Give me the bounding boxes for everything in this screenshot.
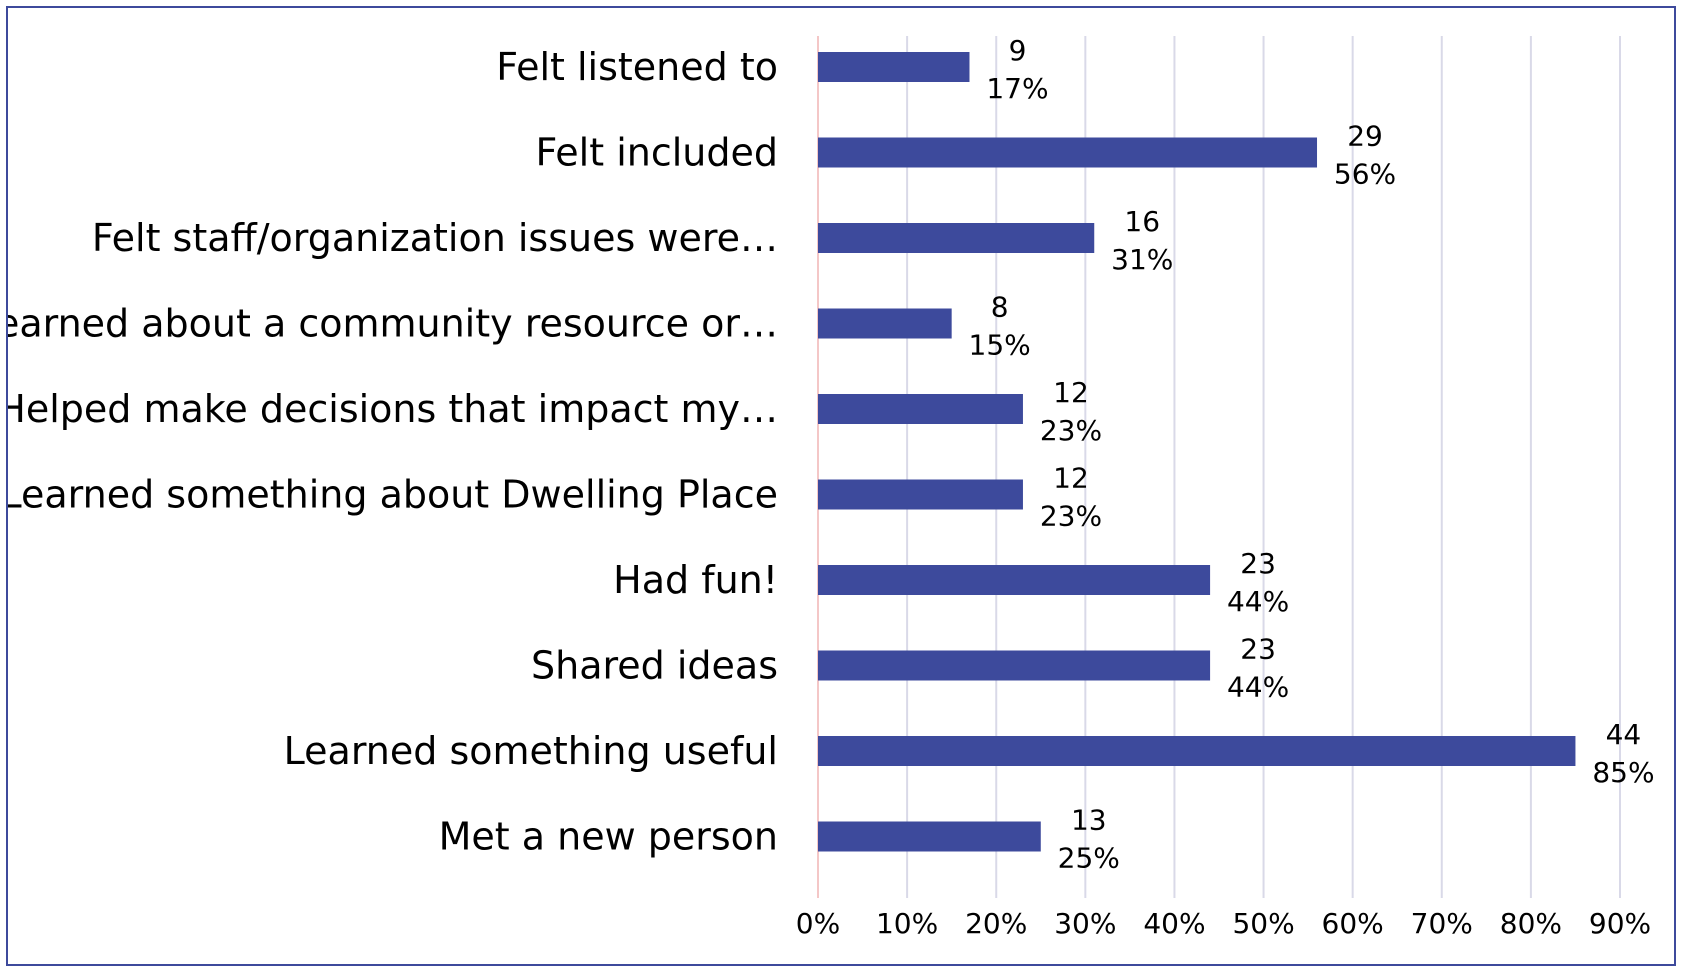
x-tick-label: 0% bbox=[796, 907, 840, 940]
count-label: 12 bbox=[1053, 462, 1089, 495]
category-label: Learned something about Dwelling Place bbox=[8, 473, 778, 517]
percent-label: 15% bbox=[969, 329, 1031, 362]
percent-label: 23% bbox=[1040, 500, 1102, 533]
bar bbox=[818, 394, 1023, 424]
count-label: 29 bbox=[1347, 120, 1383, 153]
x-tick-label: 90% bbox=[1589, 907, 1651, 940]
count-label: 16 bbox=[1124, 205, 1160, 238]
count-label: 23 bbox=[1240, 633, 1276, 666]
category-label: Felt included bbox=[536, 131, 779, 175]
bar bbox=[818, 52, 970, 82]
count-label: 12 bbox=[1053, 376, 1089, 409]
bar bbox=[818, 308, 952, 339]
bar bbox=[818, 223, 1095, 253]
x-axis-tick-labels: 0% 10% 20% 30% 40% 50% 60% 70% 80% 90% bbox=[796, 907, 1651, 940]
count-label: 44 bbox=[1606, 718, 1642, 751]
category-labels: Felt listened to Felt included Felt staff/… bbox=[8, 45, 778, 859]
x-tick-label: 80% bbox=[1500, 907, 1562, 940]
gridlines bbox=[817, 36, 1621, 898]
category-label: Felt listened to bbox=[496, 45, 778, 89]
bar bbox=[818, 650, 1211, 681]
data-labels: 9 17% 29 56% 16 31% 8 15% 12 23% 12 23% 23 44% 23 44% 44… bbox=[969, 34, 1655, 875]
count-label: 13 bbox=[1071, 804, 1107, 837]
percent-label: 85% bbox=[1592, 756, 1654, 789]
category-label: Helped make decisions that impact my… bbox=[8, 387, 778, 431]
category-label: Learned something useful bbox=[284, 729, 778, 773]
category-label: Shared ideas bbox=[531, 644, 778, 688]
category-label: Felt staff/organization issues were… bbox=[92, 216, 778, 260]
category-label: Met a new person bbox=[439, 815, 778, 859]
bar bbox=[818, 137, 1318, 168]
count-label: 9 bbox=[1009, 34, 1027, 67]
percent-label: 44% bbox=[1227, 671, 1289, 704]
bar bbox=[818, 565, 1211, 595]
x-tick-label: 10% bbox=[876, 907, 938, 940]
count-label: 23 bbox=[1240, 547, 1276, 580]
bar bbox=[818, 821, 1041, 852]
x-tick-label: 30% bbox=[1054, 907, 1116, 940]
percent-label: 23% bbox=[1040, 414, 1102, 447]
bar bbox=[818, 479, 1023, 510]
x-tick-label: 50% bbox=[1232, 907, 1294, 940]
percent-label: 31% bbox=[1111, 243, 1173, 276]
bar-chart: Felt listened to Felt included Felt staff/… bbox=[8, 34, 1655, 940]
x-tick-label: 60% bbox=[1322, 907, 1384, 940]
x-tick-label: 40% bbox=[1143, 907, 1205, 940]
bar bbox=[818, 736, 1576, 766]
percent-label: 25% bbox=[1058, 842, 1120, 875]
count-label: 8 bbox=[991, 291, 1009, 324]
chart-frame: Felt listened to Felt included Felt staff/… bbox=[6, 6, 1676, 966]
percent-label: 17% bbox=[986, 72, 1048, 105]
percent-label: 56% bbox=[1334, 158, 1396, 191]
x-tick-label: 20% bbox=[965, 907, 1027, 940]
x-tick-label: 70% bbox=[1411, 907, 1473, 940]
category-label: Learned about a community resource or… bbox=[8, 302, 778, 346]
category-label: Had fun! bbox=[613, 558, 778, 602]
percent-label: 44% bbox=[1227, 585, 1289, 618]
bars bbox=[818, 52, 1576, 852]
